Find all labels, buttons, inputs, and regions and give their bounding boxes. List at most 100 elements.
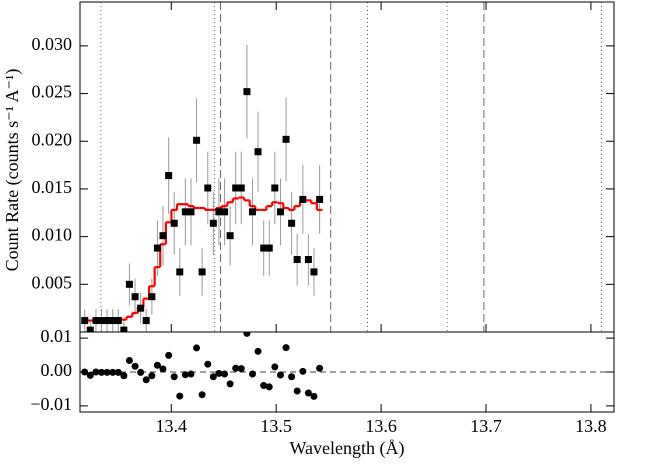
residual-point xyxy=(109,368,117,376)
residual-point xyxy=(265,383,273,391)
data-point xyxy=(103,317,111,325)
residual-point xyxy=(243,332,251,337)
residual-point xyxy=(226,380,234,388)
data-point xyxy=(293,256,301,264)
y-tick-label: −0.01 xyxy=(30,394,72,414)
data-point xyxy=(170,219,178,227)
plot-area xyxy=(80,332,614,400)
plot-area xyxy=(81,2,602,332)
residual-point xyxy=(103,368,111,376)
residual-point xyxy=(120,372,128,380)
residual-point xyxy=(142,376,150,384)
residual-point xyxy=(170,373,178,381)
data-point xyxy=(209,219,217,227)
residual-point xyxy=(98,368,106,376)
data-point xyxy=(265,244,273,252)
y-tick-label: 0.010 xyxy=(32,225,73,245)
data-point xyxy=(243,88,251,96)
data-point xyxy=(260,244,268,252)
residual-point xyxy=(125,356,133,364)
data-point xyxy=(193,136,201,144)
residual-point xyxy=(165,351,173,359)
data-point xyxy=(181,208,189,216)
residual-point xyxy=(131,362,139,370)
residual-point xyxy=(114,368,122,376)
data-point xyxy=(226,232,234,240)
residual-point xyxy=(159,365,167,373)
residual-point xyxy=(276,371,284,379)
residual-point xyxy=(299,367,307,375)
residual-point xyxy=(248,370,256,378)
data-point xyxy=(248,208,256,216)
residual-point xyxy=(209,373,217,381)
residual-point xyxy=(204,360,212,368)
data-point xyxy=(109,317,117,325)
residual-point xyxy=(271,363,279,371)
data-point xyxy=(142,317,150,325)
residual-point xyxy=(187,370,195,378)
panel-frame xyxy=(79,1,615,333)
residual-point xyxy=(282,344,290,352)
residual-point xyxy=(181,371,189,379)
data-point xyxy=(254,148,262,156)
data-point xyxy=(98,317,106,325)
data-point xyxy=(276,208,284,216)
y-tick-label: 0.020 xyxy=(32,129,73,149)
data-point xyxy=(288,219,296,227)
y-tick-label: 0.00 xyxy=(41,360,73,380)
data-point xyxy=(304,256,312,264)
y-tick-label: 0.030 xyxy=(32,34,73,54)
data-point xyxy=(148,293,156,301)
x-axis-label: Wavelength (Å) xyxy=(289,438,404,459)
residual-point xyxy=(86,371,94,379)
y-tick-label: 0.015 xyxy=(32,177,73,197)
residual-point xyxy=(316,364,324,372)
data-point xyxy=(204,184,212,192)
data-point xyxy=(125,280,133,288)
residual-point xyxy=(92,368,100,376)
residual-point xyxy=(232,364,240,372)
residual-point xyxy=(288,373,296,381)
residual-point xyxy=(254,347,262,355)
data-point xyxy=(81,317,89,325)
data-point xyxy=(159,232,167,240)
residual-point xyxy=(198,391,206,399)
residual-point xyxy=(221,370,229,378)
x-tick-label: 13.7 xyxy=(470,416,502,436)
x-tick-label: 13.4 xyxy=(156,416,188,436)
residual-point xyxy=(137,368,145,376)
y-tick-label: 0.01 xyxy=(41,326,73,346)
residual-point xyxy=(148,372,156,380)
data-point xyxy=(165,172,173,180)
data-point xyxy=(86,326,94,332)
residual-point xyxy=(304,389,312,397)
y-axis-label: Count Rate (counts s⁻¹ A⁻¹) xyxy=(2,69,23,272)
data-point xyxy=(316,195,324,203)
x-tick-label: 13.6 xyxy=(365,416,397,436)
data-point xyxy=(237,184,245,192)
residual-point xyxy=(237,365,245,373)
data-point xyxy=(271,184,279,192)
residual-point xyxy=(260,382,268,390)
residual-point xyxy=(176,392,184,400)
residual-point xyxy=(215,369,223,377)
data-point xyxy=(114,317,122,325)
data-point xyxy=(221,208,229,216)
data-point xyxy=(153,244,161,252)
data-point xyxy=(137,304,145,312)
data-point xyxy=(310,268,318,276)
y-tick-label: 0.005 xyxy=(32,272,73,292)
residual-point xyxy=(310,392,318,400)
data-point xyxy=(299,195,307,203)
x-tick-label: 13.8 xyxy=(575,416,607,436)
residual-point xyxy=(193,344,201,352)
data-point xyxy=(232,184,240,192)
data-point xyxy=(131,293,139,301)
data-point xyxy=(176,268,184,276)
data-point xyxy=(215,208,223,216)
residual-point xyxy=(293,387,301,395)
x-tick-label: 13.5 xyxy=(260,416,292,436)
panel-frame xyxy=(79,331,615,413)
